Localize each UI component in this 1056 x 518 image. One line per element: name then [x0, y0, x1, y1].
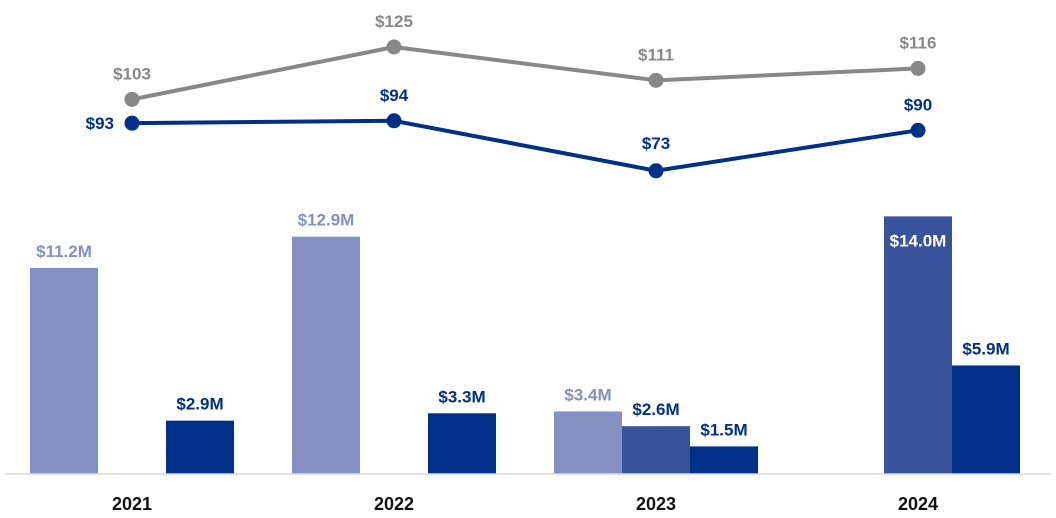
line-layer: $103 $125 $111 $116 $93 $94 $73 $90: [86, 12, 937, 179]
line-navy-line: [131, 118, 919, 173]
bar-data-label: $3.3M: [438, 387, 485, 406]
bar-data-label: $3.4M: [564, 385, 611, 404]
line-point-gray-line: [648, 72, 664, 88]
line-data-label: $125: [375, 12, 413, 31]
bar-series-a-2022: [292, 236, 360, 474]
bar-layer: $11.2M $12.9M $3.4M $2.6M $14.0M $2.9M $3.3M $1…: [30, 211, 1020, 474]
bar-series-a-2023: [554, 411, 622, 474]
line-data-label: $73: [642, 134, 670, 153]
line-point-navy-line: [910, 122, 926, 138]
bar-series-c-2022: [428, 413, 496, 474]
x-tick-label: 2022: [374, 494, 414, 514]
line-data-label: $111: [638, 45, 674, 64]
line-point-gray-line: [386, 39, 402, 55]
x-tick-label: 2023: [636, 494, 676, 514]
line-data-label: $94: [380, 86, 409, 105]
x-tick-label: 2024: [898, 494, 938, 514]
bar-data-label: $5.9M: [962, 339, 1009, 358]
line-data-label: $103: [113, 64, 151, 83]
bar-data-label: $11.2M: [36, 242, 92, 261]
line-point-gray-line: [910, 60, 926, 76]
line-point-navy-line: [124, 115, 140, 131]
bar-data-label: $1.5M: [700, 420, 747, 439]
bar-series-b-2024: [884, 216, 952, 474]
bar-series-c-2023: [690, 446, 758, 474]
x-axis-tick-labels: 2021 2022 2023 2024: [112, 494, 938, 514]
line-data-label: $116: [900, 33, 937, 52]
line-data-label: $93: [86, 114, 114, 133]
line-gray-line: [131, 45, 919, 102]
line-point-gray-line: [124, 91, 140, 107]
line-point-navy-line: [648, 163, 664, 179]
bar-data-label: $14.0M: [890, 231, 947, 250]
bar-data-label: $12.9M: [298, 211, 355, 230]
bar-series-c-2021: [166, 420, 234, 474]
bar-series-a-2021: [30, 267, 98, 474]
x-tick-label: 2021: [112, 494, 152, 514]
bar-data-label: $2.6M: [632, 400, 679, 419]
line-point-navy-line: [386, 113, 402, 129]
bar-series-b-2023: [622, 426, 690, 474]
line-data-label: $90: [904, 95, 932, 114]
bar-data-label: $2.9M: [176, 395, 223, 414]
bar-series-c-2024: [952, 365, 1020, 474]
